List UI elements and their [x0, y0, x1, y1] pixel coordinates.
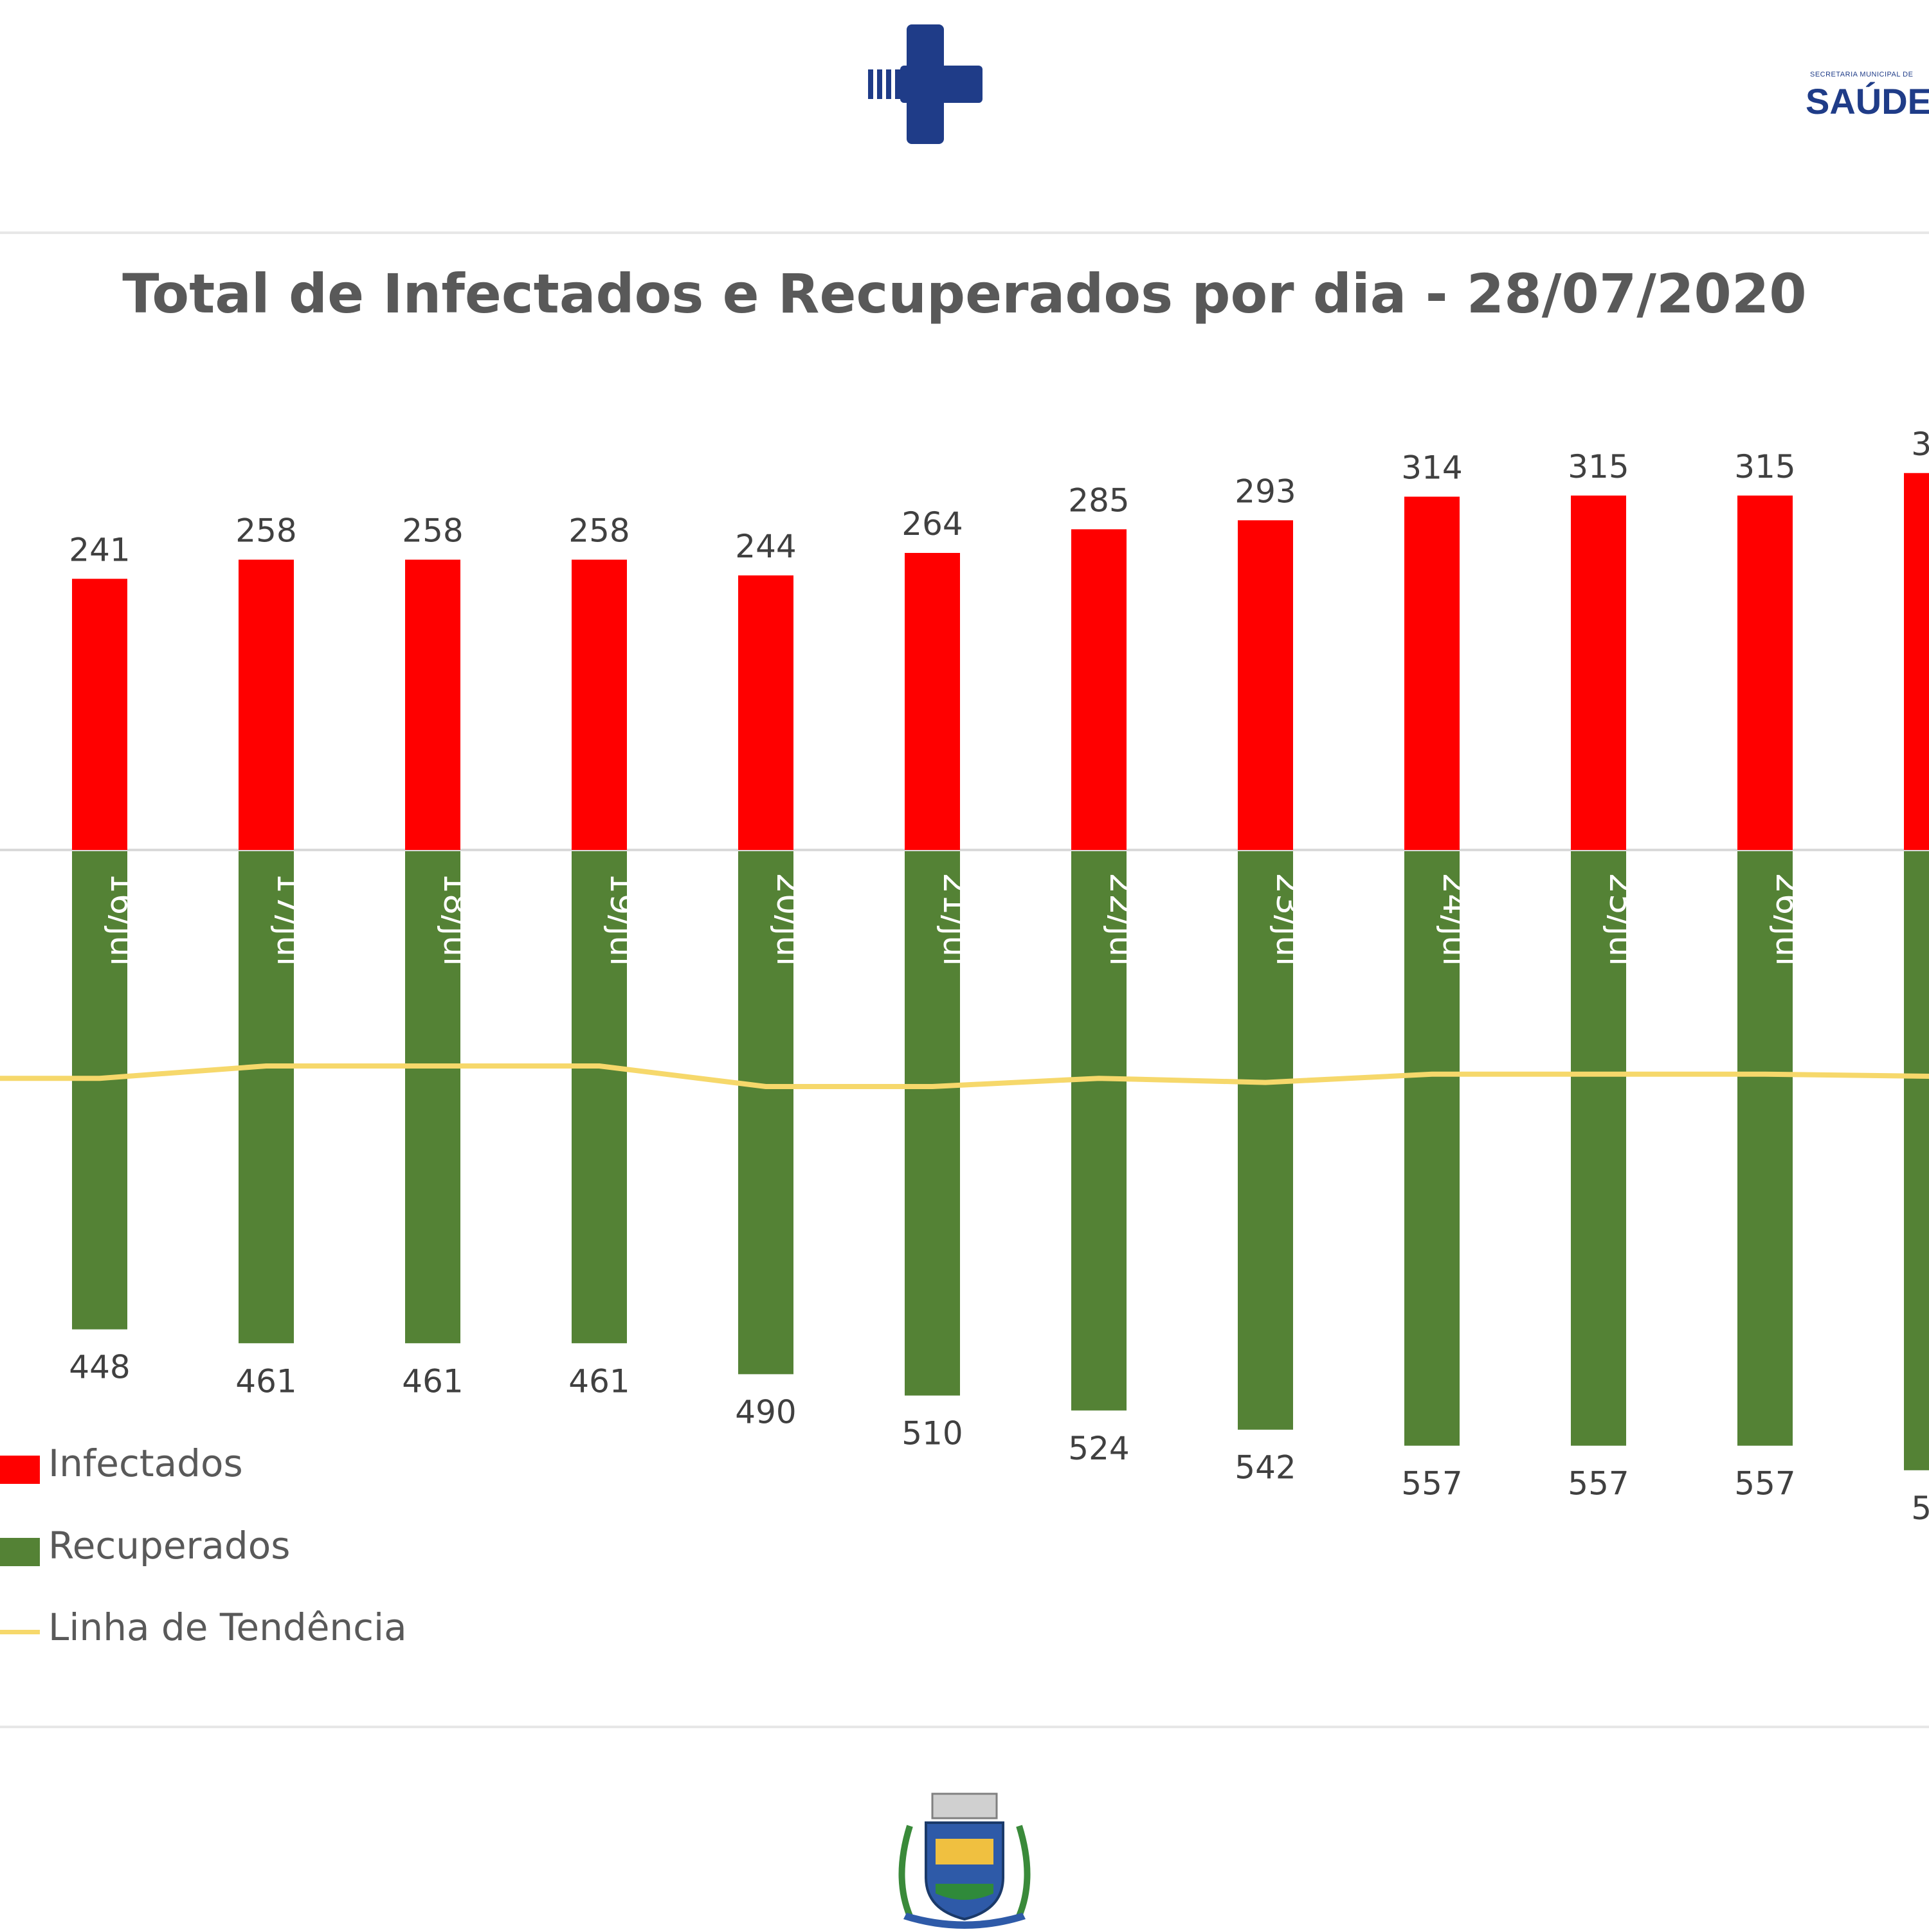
- bar-recuperados: [1571, 851, 1626, 1446]
- bar-infectados: [239, 559, 294, 850]
- data-label-infectados: 293: [1235, 473, 1296, 510]
- data-label-infectados: 315: [1568, 448, 1629, 485]
- data-label-recuperados: 542: [1235, 1449, 1296, 1486]
- bar-infectados: [1571, 495, 1626, 850]
- bar-recuperados: [738, 851, 793, 1375]
- data-label-recuperados: 524: [1068, 1430, 1129, 1467]
- trend-line: [0, 1063, 1929, 1089]
- category-label: 19/jul: [602, 872, 641, 966]
- legend-swatch-tendencia: [0, 1630, 40, 1634]
- saude-logo: SECRETARIA MUNICIPAL DE SAÚDE: [862, 19, 1929, 151]
- legend-swatch-infectados: [0, 1456, 40, 1484]
- legend-label-tendencia: Linha de Tendência: [48, 1605, 407, 1649]
- category-label: 21/jul: [936, 872, 974, 966]
- category-label: 17/jul: [269, 872, 308, 966]
- crest-icon: [898, 1792, 1031, 1929]
- category-label: 26/jul: [1768, 872, 1807, 966]
- bar-infectados: [1071, 529, 1127, 850]
- data-label-recuperados: 461: [235, 1362, 296, 1400]
- bottom-divider: [0, 1726, 1929, 1728]
- data-label-infectados: 314: [1401, 449, 1462, 487]
- bar-recuperados: [1404, 851, 1460, 1446]
- data-label-recuperados: 448: [69, 1349, 130, 1386]
- data-label-recuperados: 58: [1911, 1490, 1929, 1527]
- data-label-recuperados: 490: [735, 1393, 796, 1431]
- bar-infectados: [1904, 473, 1929, 850]
- data-label-infectados: 33: [1911, 426, 1929, 463]
- data-label-recuperados: 557: [1568, 1465, 1629, 1503]
- bar-infectados: [1737, 495, 1793, 850]
- category-label: 22/jul: [1102, 872, 1141, 966]
- logo-subtitle: SECRETARIA MUNICIPAL DE: [1810, 71, 1914, 78]
- legend-swatch-recuperados: [0, 1538, 40, 1566]
- data-label-infectados: 315: [1734, 448, 1795, 485]
- data-label-recuperados: 461: [568, 1362, 629, 1400]
- data-label-infectados: 258: [235, 512, 296, 550]
- bar-recuperados: [405, 851, 460, 1344]
- data-label-recuperados: 461: [402, 1362, 463, 1400]
- legend-label-recuperados: Recuperados: [48, 1524, 291, 1567]
- municipal-crest: [891, 1787, 1038, 1932]
- bar-recuperados: [239, 851, 294, 1344]
- category-label: 24/jul: [1435, 872, 1474, 966]
- category-label: 25/jul: [1602, 872, 1640, 966]
- data-label-infectados: 285: [1068, 482, 1129, 519]
- bar-infectados: [1404, 496, 1460, 850]
- data-label-recuperados: 557: [1734, 1465, 1795, 1503]
- bar-infectados: [72, 579, 127, 850]
- data-label-infectados: 258: [568, 512, 629, 550]
- bar-infectados: [738, 575, 793, 850]
- chart-title: Total de Infectados e Recuperados por di…: [122, 262, 1807, 325]
- bar-infectados: [572, 559, 627, 850]
- category-label: 20/jul: [769, 872, 808, 966]
- bar-infectados: [405, 559, 460, 850]
- medical-cross-icon: [868, 24, 983, 144]
- top-divider: [0, 231, 1929, 234]
- category-label: 23/jul: [1269, 872, 1307, 966]
- data-label-infectados: 258: [402, 512, 463, 550]
- bar-recuperados: [572, 851, 627, 1344]
- data-label-recuperados: 510: [901, 1415, 963, 1452]
- data-label-recuperados: 557: [1401, 1465, 1462, 1503]
- data-label-infectados: 264: [901, 505, 963, 543]
- bar-chart: 241 448 16/jul 258 461 17/jul 258 461 18/jul 258 4…: [0, 426, 1929, 1527]
- category-label: 18/jul: [436, 872, 475, 966]
- bar-recuperados: [905, 851, 960, 1396]
- bar-infectados: [1238, 520, 1293, 850]
- bar-recuperados: [1737, 851, 1793, 1446]
- data-label-infectados: 241: [69, 531, 130, 568]
- bar-recuperados: [1071, 851, 1127, 1411]
- data-label-infectados: 244: [735, 528, 796, 565]
- bar-recuperados: [1904, 851, 1929, 1470]
- bar-infectados: [905, 553, 960, 850]
- logo-title: SAÚDE: [1806, 81, 1929, 122]
- bar-recuperados: [1238, 851, 1293, 1430]
- legend-label-infectados: Infectados: [48, 1441, 243, 1485]
- category-label: 16/jul: [103, 872, 141, 966]
- bar-recuperados: [72, 851, 127, 1330]
